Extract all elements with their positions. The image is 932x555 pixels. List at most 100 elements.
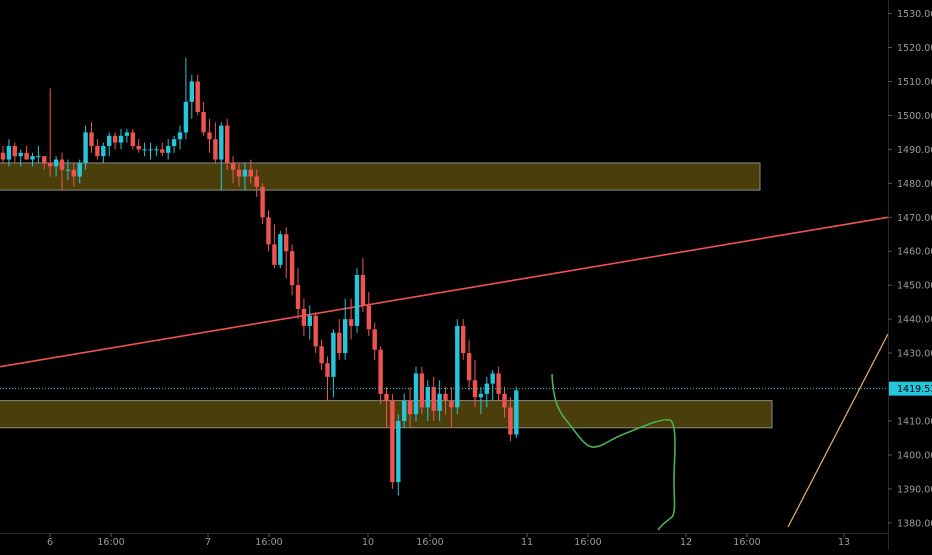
candle-body <box>142 149 147 151</box>
candle <box>71 162 76 187</box>
candle <box>431 376 436 421</box>
candle <box>83 125 88 170</box>
candle-body <box>490 373 495 384</box>
candle <box>284 227 289 279</box>
candle <box>419 366 425 415</box>
candle <box>502 387 507 418</box>
time-tick-label: 10 <box>362 537 374 548</box>
candle-body <box>260 186 265 218</box>
candle <box>301 298 307 337</box>
candle-body <box>360 275 366 306</box>
candle-body <box>407 400 413 415</box>
candle-body <box>425 387 430 408</box>
candle <box>478 387 484 415</box>
candle <box>372 322 377 360</box>
candle <box>272 224 277 269</box>
candle <box>230 156 236 184</box>
candle-body <box>419 373 425 408</box>
candle-body <box>337 332 342 354</box>
candle-body <box>248 169 253 177</box>
price-tick-label: 1520.00 <box>897 43 932 54</box>
candle-body <box>437 393 442 411</box>
candle-body <box>130 132 135 146</box>
candle-body <box>278 234 283 265</box>
candle-body <box>89 132 94 146</box>
candle <box>160 142 165 157</box>
time-tick-label: 6 <box>47 537 53 548</box>
candle <box>248 159 253 184</box>
candle <box>112 132 118 150</box>
candle <box>402 393 407 428</box>
time-tick-label: 16:00 <box>97 537 124 548</box>
candle <box>6 139 12 167</box>
candle <box>384 387 389 428</box>
price-tick-label: 1470.00 <box>897 213 932 224</box>
candle-body <box>219 125 224 160</box>
candle <box>449 387 454 428</box>
price-tick-label: 1490.00 <box>897 145 932 156</box>
candle-body <box>331 332 336 377</box>
candle-body <box>65 169 71 171</box>
candle-body <box>325 363 330 377</box>
candle-body <box>466 353 472 381</box>
candle-body <box>413 373 419 415</box>
candle <box>0 145 6 163</box>
candle-body <box>390 400 395 483</box>
candle-body <box>230 162 236 170</box>
candle <box>136 139 141 153</box>
time-tick-label: 13 <box>838 537 850 548</box>
candle <box>77 159 82 184</box>
candle <box>455 319 460 415</box>
price-tick-label: 1380.00 <box>897 518 932 529</box>
price-tick-label: 1440.00 <box>897 315 932 326</box>
candle-body <box>508 407 513 435</box>
candle-body <box>118 135 124 143</box>
candle <box>30 152 35 167</box>
candle-body <box>12 145 17 157</box>
candle-body <box>166 145 171 153</box>
candle-body <box>478 393 484 398</box>
candle-body <box>307 315 312 326</box>
price-tick-label: 1410.00 <box>897 416 932 427</box>
candle-body <box>53 159 59 167</box>
candle <box>378 346 383 405</box>
candle-body <box>36 156 41 158</box>
projection-path <box>551 373 676 531</box>
candle <box>278 230 283 269</box>
candle <box>42 156 47 170</box>
candle <box>496 366 501 401</box>
candle-body <box>101 145 106 157</box>
time-tick-label: 11 <box>521 537 533 548</box>
candle-body <box>6 145 12 160</box>
candle-body <box>207 132 212 140</box>
candle <box>225 118 230 170</box>
candlesticks <box>0 57 519 496</box>
diagonal-line <box>787 333 889 528</box>
candle <box>319 339 324 371</box>
candle-body <box>343 319 348 354</box>
candle-body <box>431 387 436 411</box>
candle <box>425 380 430 421</box>
candle <box>12 142 17 163</box>
candle <box>183 57 189 140</box>
candle <box>101 142 106 163</box>
candle <box>348 298 354 340</box>
candle <box>343 298 348 360</box>
candle <box>201 101 206 136</box>
candle <box>36 145 41 163</box>
price-tick-label: 1480.00 <box>897 179 932 190</box>
candle-body <box>354 275 360 326</box>
candle-body <box>213 139 218 160</box>
candle-body <box>148 149 153 151</box>
candle-body <box>284 234 289 252</box>
candle <box>177 125 183 150</box>
candle-body <box>266 217 271 245</box>
candle-body <box>154 149 159 151</box>
time-tick-label: 12 <box>680 537 692 548</box>
candle-body <box>455 325 460 408</box>
candle <box>295 268 301 320</box>
